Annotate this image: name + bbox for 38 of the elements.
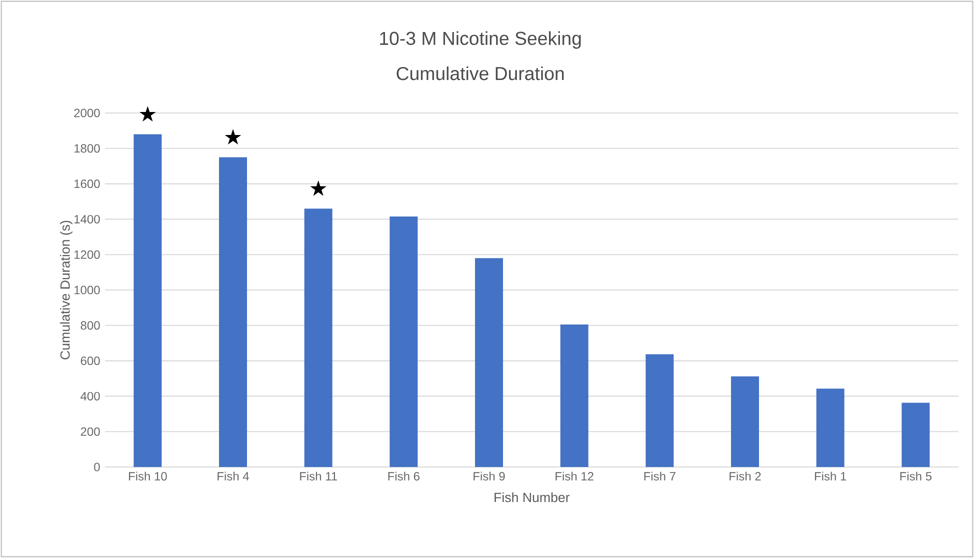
x-tick-label: Fish 1 <box>814 472 846 481</box>
x-tick-label: Fish 12 <box>556 472 594 481</box>
bar <box>219 157 248 467</box>
bar <box>646 354 674 467</box>
y-axis-title: Cumulative Duration (s) <box>60 220 72 360</box>
annotation: ★ <box>139 106 156 122</box>
y-tick-label: 2000 <box>74 108 100 118</box>
x-tick-label: Fish 4 <box>218 472 249 481</box>
y-tick-label: 1000 <box>74 286 100 294</box>
bar <box>304 208 332 467</box>
chart-title: 10-3 M Nicotine Seeking <box>380 31 581 49</box>
bar <box>134 134 162 467</box>
annotation: ★ <box>310 180 327 196</box>
annotation: ★ <box>224 129 242 145</box>
x-tick-label: Fish 7 <box>644 472 676 481</box>
bar <box>475 258 504 467</box>
bar <box>816 388 844 467</box>
y-tick-label: 1400 <box>74 214 100 224</box>
y-tick-label: 1800 <box>74 144 100 153</box>
y-tick-label: 600 <box>80 356 100 366</box>
x-tick-label: Fish 9 <box>474 472 505 481</box>
y-tick-label: 800 <box>80 321 100 330</box>
y-tick-label: 200 <box>80 427 100 436</box>
y-tick-label: 400 <box>80 392 100 400</box>
x-tick-label: Fish 11 <box>300 472 337 481</box>
chart-subtitle: Cumulative Duration <box>396 66 564 80</box>
y-tick-label: 0 <box>94 462 100 472</box>
bar <box>731 376 760 467</box>
y-tick-label: 1200 <box>74 250 100 259</box>
x-tick-label: Fish 2 <box>730 472 761 481</box>
bar <box>390 216 418 467</box>
x-tick-label: Fish 5 <box>900 472 932 481</box>
x-axis-title: Fish Number <box>494 492 570 502</box>
bar <box>560 324 588 467</box>
bar <box>902 402 930 467</box>
x-tick-label: Fish 10 <box>128 472 167 481</box>
x-tick-label: Fish 6 <box>388 472 420 481</box>
y-tick-label: 1600 <box>74 180 100 188</box>
